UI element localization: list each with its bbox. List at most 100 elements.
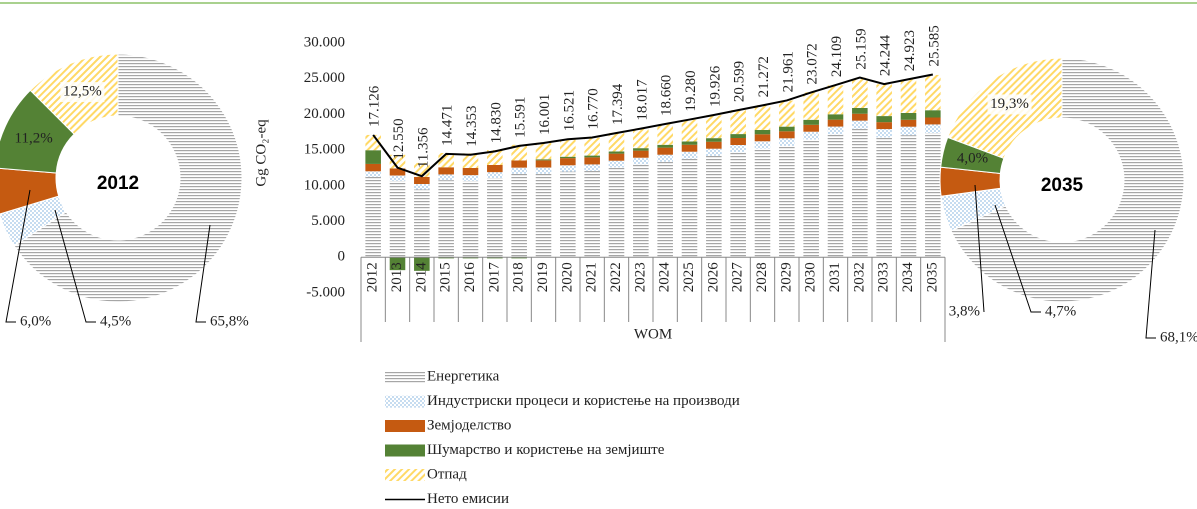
bar-segment <box>803 124 819 132</box>
data-label: 68,1% <box>1160 329 1197 345</box>
x-tick-label: 2035 <box>924 262 940 292</box>
bar-segment <box>706 141 722 149</box>
x-tick-label: 2018 <box>511 262 527 292</box>
bar-segment <box>900 135 917 258</box>
bar-segment <box>389 257 406 271</box>
data-label: 15.591 <box>513 97 529 138</box>
bar-segment <box>754 134 771 142</box>
bar-segment <box>754 141 771 149</box>
bar-segment <box>779 145 795 258</box>
bar-segment <box>925 117 941 125</box>
bar-segment <box>779 100 795 127</box>
bar-segment <box>681 141 698 145</box>
donut-center-label: 2012 <box>97 173 139 194</box>
data-label: 20.599 <box>732 61 748 102</box>
bar-segment <box>657 144 673 148</box>
bar-segment <box>925 74 941 111</box>
bar-segment <box>803 131 819 140</box>
legend-label: Шумарство и користење на земјиште <box>427 442 665 458</box>
bar-segment <box>706 115 722 139</box>
legend-label: Земјоделство <box>427 417 511 433</box>
leader-line <box>5 189 31 323</box>
bar-segment <box>511 257 527 259</box>
bar-segment <box>462 153 479 168</box>
bar-segment <box>487 165 503 173</box>
x-tick-label: 2025 <box>681 262 697 292</box>
x-tick-label: 2032 <box>851 262 867 292</box>
bar-segment <box>487 150 503 165</box>
bar-segment <box>827 119 844 127</box>
bar-segment <box>827 114 844 120</box>
bar-segment <box>754 130 771 135</box>
bar-segment <box>754 105 771 130</box>
bar-segment <box>876 116 892 123</box>
data-label: 21.272 <box>756 56 772 97</box>
bar-segment <box>803 119 819 125</box>
data-label: 25.585 <box>926 25 942 66</box>
bar-segment <box>900 113 917 120</box>
y-axis-label: Gg CO₂-eq <box>253 119 269 187</box>
legend-swatch <box>385 371 425 383</box>
data-label: 23.072 <box>805 43 821 84</box>
bar-segment <box>681 151 698 159</box>
leader-line <box>54 209 96 323</box>
data-label: 24.109 <box>829 36 845 77</box>
legend-label: Нето емисии <box>427 491 509 507</box>
legend-swatch <box>385 444 425 457</box>
bar-segment <box>608 132 625 152</box>
bar-segment <box>438 257 454 259</box>
y-tick-label: 30.000 <box>304 34 345 50</box>
data-label: 16.521 <box>561 90 577 131</box>
legend-swatch <box>385 420 425 432</box>
legend-swatch <box>385 469 425 481</box>
bar-segment <box>389 180 406 258</box>
x-tick-label: 2026 <box>705 262 721 293</box>
bar-segment <box>487 257 503 259</box>
bar-segment <box>779 138 795 146</box>
bar-segment <box>535 159 552 161</box>
data-label: 14.353 <box>464 106 480 147</box>
bar-segment <box>389 168 406 176</box>
donut-center-label: 2035 <box>1041 175 1084 196</box>
bar-segment <box>414 184 430 190</box>
bar-segment <box>389 175 406 181</box>
bar-segment <box>462 257 479 259</box>
bar-segment <box>365 150 381 164</box>
bar-segment <box>925 124 941 133</box>
bar-segment <box>584 170 600 258</box>
bar-segment <box>633 150 649 158</box>
bar-segment <box>852 128 868 258</box>
x-tick-label: 2017 <box>486 262 502 293</box>
bar-segment <box>462 168 479 176</box>
data-label: 16.770 <box>586 88 602 129</box>
bar-segment <box>779 126 795 132</box>
bar-segment <box>852 108 868 114</box>
bar-segment <box>511 144 527 161</box>
x-tick-label: 2033 <box>876 262 892 292</box>
bar-segment <box>852 77 868 108</box>
x-tick-label: 2021 <box>584 262 600 292</box>
bar-segment <box>730 134 746 138</box>
bar-segment <box>608 153 625 161</box>
bar-segment <box>608 167 625 258</box>
data-label: 17.394 <box>610 83 626 125</box>
bar-segment <box>608 151 625 154</box>
bar-segment <box>633 157 649 165</box>
x-tick-label: 2023 <box>632 262 648 292</box>
data-label: 11,2% <box>15 130 53 146</box>
data-label: 14.830 <box>488 102 504 143</box>
bar-segment <box>535 173 552 258</box>
bar-segment <box>462 180 479 258</box>
bar-segment <box>560 139 576 157</box>
legend-label: Индустриски процеси и користење на произ… <box>427 393 740 409</box>
bar-segment <box>414 176 430 184</box>
data-label: 14.471 <box>440 105 456 146</box>
x-tick-label: 2027 <box>730 262 746 293</box>
x-tick-label: 2014 <box>413 262 429 293</box>
bar-segment <box>584 155 600 158</box>
bar-segment <box>365 163 381 172</box>
bar-segment <box>657 124 673 145</box>
bar-segment <box>925 133 941 258</box>
bar-segment <box>633 164 649 258</box>
bar-segment <box>462 175 479 181</box>
